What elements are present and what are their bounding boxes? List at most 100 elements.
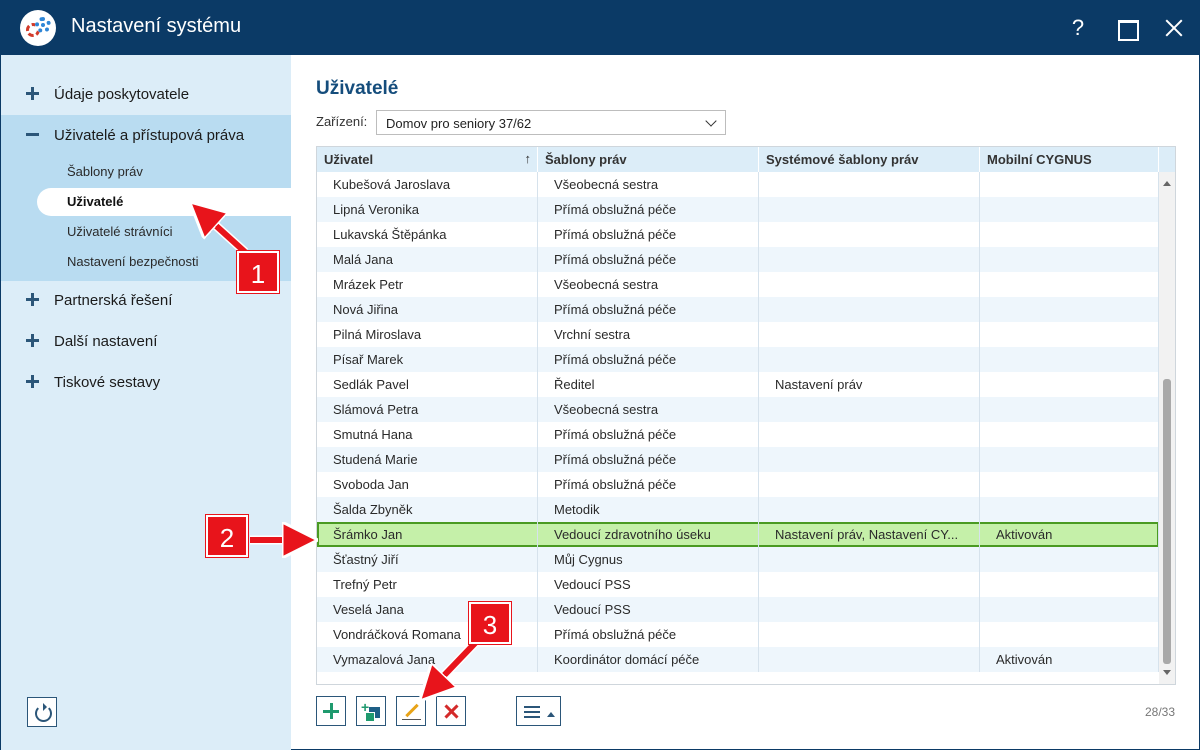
table-cell-text: Můj Cygnus <box>554 552 623 567</box>
plus-icon: + <box>361 699 370 715</box>
edit-user-button[interactable] <box>396 696 426 726</box>
close-button[interactable] <box>1156 10 1192 46</box>
table-cell <box>980 222 1159 247</box>
refresh-button[interactable] <box>27 697 57 727</box>
table-cell-text: Pilná Miroslava <box>333 327 422 342</box>
table-cell: Aktivován <box>980 522 1159 547</box>
table-cell <box>759 197 980 222</box>
table-cell: Koordinátor domácí péče <box>538 647 759 672</box>
sidebar-subitem-sablony-prav[interactable]: Šablony práv <box>37 158 292 186</box>
table-cell: Veselá Jana <box>317 597 538 622</box>
sidebar-item-uzivatele-a-pristupova-prava[interactable]: Uživatelé a přístupová práva <box>1 117 292 157</box>
table-row[interactable]: Šťastný Jiří Můj Cygnus <box>317 547 1159 572</box>
table-cell <box>980 422 1159 447</box>
table-row[interactable]: Lukavská Štěpánka Přímá obslužná péče <box>317 222 1159 247</box>
table-cell-text: Přímá obslužná péče <box>554 302 677 317</box>
table-cell-text: Aktivován <box>996 527 1053 542</box>
gears-app-icon <box>20 10 56 46</box>
table-cell: Přímá obslužná péče <box>538 222 759 247</box>
scroll-up-icon[interactable] <box>1163 177 1171 186</box>
table-cell-text: Aktivován <box>996 652 1053 667</box>
device-select[interactable]: Domov pro seniory 37/62 <box>376 110 726 135</box>
table-cell <box>980 597 1159 622</box>
table-cell: Ředitel <box>538 372 759 397</box>
column-header-uzivatel[interactable]: Uživatel ↑ <box>317 147 538 172</box>
table-row[interactable]: Malá Jana Přímá obslužná péče <box>317 247 1159 272</box>
menu-icon <box>524 716 540 718</box>
table-cell-text: Malá Jana <box>333 252 393 267</box>
sidebar-subitem-uzivatele-stravnici[interactable]: Uživatelé strávníci <box>37 218 292 246</box>
plus-icon <box>26 86 40 100</box>
table-cell-text: Nastavení práv, Nastavení CY... <box>775 527 959 542</box>
table-row[interactable]: Pilná Miroslava Vrchní sestra <box>317 322 1159 347</box>
table-cell: Všeobecná sestra <box>538 397 759 422</box>
column-header-mobilni-cygnus[interactable]: Mobilní CYGNUS <box>980 147 1159 172</box>
sidebar-subitem-uzivatele[interactable]: Uživatelé <box>37 188 292 216</box>
table-row[interactable]: Lipná Veronika Přímá obslužná péče <box>317 197 1159 222</box>
table-cell: Nová Jiřina <box>317 297 538 322</box>
table-cell: Přímá obslužná péče <box>538 347 759 372</box>
table-cell: Všeobecná sestra <box>538 272 759 297</box>
menu-icon <box>524 706 540 708</box>
table-cell <box>759 272 980 297</box>
add-user-button[interactable] <box>316 696 346 726</box>
table-row[interactable]: Svoboda Jan Přímá obslužná péče <box>317 472 1159 497</box>
sidebar-subitem-nastaveni-bezpecnosti[interactable]: Nastavení bezpečnosti <box>37 248 292 276</box>
table-cell-text: Všeobecná sestra <box>554 177 659 192</box>
plus-icon <box>26 292 40 306</box>
table-cell <box>980 622 1159 647</box>
more-menu-button[interactable] <box>516 696 561 726</box>
table-cell <box>980 272 1159 297</box>
chevron-down-icon <box>705 115 717 127</box>
table-cell-text: Nová Jiřina <box>333 302 399 317</box>
copy-user-button[interactable]: + <box>356 696 386 726</box>
sidebar-item-dalsi-nastaveni[interactable]: Další nastavení <box>1 323 292 363</box>
column-header-sablony-prav[interactable]: Šablony práv <box>538 147 759 172</box>
table-row[interactable]: Kubešová Jaroslava Všeobecná sestra <box>317 172 1159 197</box>
table-row[interactable]: Vymazalová Jana Koordinátor domácí péče Ak… <box>317 647 1159 672</box>
table-header: Uživatel ↑ Šablony práv Systémové šablon… <box>317 147 1175 172</box>
table-cell: Přímá obslužná péče <box>538 622 759 647</box>
sidebar-item-label: Uživatelé a přístupová práva <box>54 127 245 144</box>
table-cell <box>980 447 1159 472</box>
table-row[interactable]: Nová Jiřina Přímá obslužná péče <box>317 297 1159 322</box>
help-button[interactable]: ? <box>1071 15 1085 40</box>
table-cell: Lukavská Štěpánka <box>317 222 538 247</box>
table-cell-text: Sedlák Pavel <box>333 377 409 392</box>
table-row[interactable]: Smutná Hana Přímá obslužná péče <box>317 422 1159 447</box>
delete-user-button[interactable] <box>436 696 466 726</box>
sidebar-subitem-label: Šablony práv <box>67 164 143 179</box>
table-row[interactable]: Písař Marek Přímá obslužná péče <box>317 347 1159 372</box>
table-cell: Vymazalová Jana <box>317 647 538 672</box>
table-row[interactable]: Sedlák Pavel Ředitel Nastavení práv <box>317 372 1159 397</box>
table-row[interactable]: Vondráčková Romana Přímá obslužná péče <box>317 622 1159 647</box>
scroll-thumb[interactable] <box>1163 379 1171 664</box>
table-row[interactable]: Šalda Zbyněk Metodik <box>317 497 1159 522</box>
table-row[interactable]: Šrámko Jan Vedoucí zdravotního úseku Nasta… <box>317 522 1159 547</box>
table-cell-text: Přímá obslužná péče <box>554 627 677 642</box>
table-cell-text: Lipná Veronika <box>333 202 420 217</box>
column-header-systemove-sablony-prav[interactable]: Systémové šablony práv <box>759 147 980 172</box>
sidebar-subitem-label: Uživatelé strávníci <box>67 224 173 239</box>
sidebar-item-udaje-poskytovatele[interactable]: Údaje poskytovatele <box>1 76 292 116</box>
table-cell: Přímá obslužná péče <box>538 197 759 222</box>
table-row[interactable]: Slámová Petra Všeobecná sestra <box>317 397 1159 422</box>
page-title: Uživatelé <box>316 78 399 99</box>
sidebar-item-partnerska-reseni[interactable]: Partnerská řešení <box>1 282 292 322</box>
annotation-badge-3: 3 <box>469 602 511 644</box>
table-cell-text: Kubešová Jaroslava <box>333 177 451 192</box>
table-cell <box>759 247 980 272</box>
main-panel: Uživatelé Zařízení: Domov pro seniory 37… <box>291 55 1200 750</box>
scroll-down-icon[interactable] <box>1163 670 1171 679</box>
table-cell <box>980 397 1159 422</box>
annotation-badge-1: 1 <box>237 251 279 293</box>
table-cell-text: Přímá obslužná péče <box>554 352 677 367</box>
table-row[interactable]: Mrázek Petr Všeobecná sestra <box>317 272 1159 297</box>
table-row[interactable]: Trefný Petr Vedoucí PSS <box>317 572 1159 597</box>
vertical-scrollbar[interactable] <box>1159 172 1175 684</box>
table-row[interactable]: Studená Marie Přímá obslužná péče <box>317 447 1159 472</box>
maximize-button[interactable] <box>1108 10 1144 46</box>
sidebar-item-tiskove-sestavy[interactable]: Tiskové sestavy <box>1 364 292 404</box>
table-row[interactable]: Veselá Jana Vedoucí PSS <box>317 597 1159 622</box>
table-cell-text: Přímá obslužná péče <box>554 227 677 242</box>
